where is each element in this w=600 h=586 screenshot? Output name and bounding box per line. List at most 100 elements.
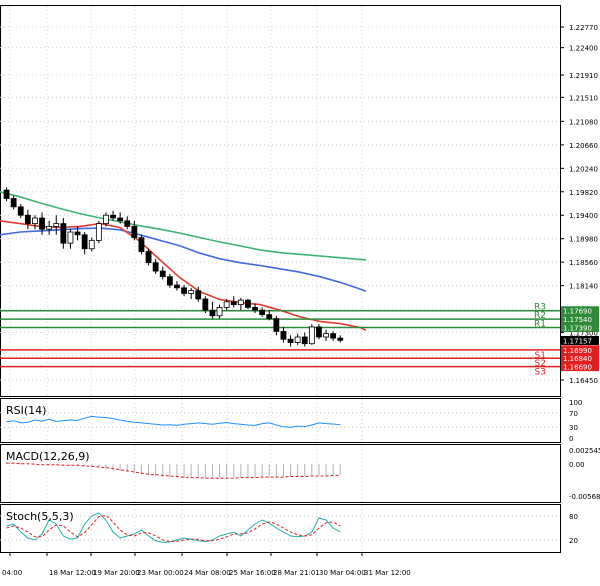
panel-border-0 xyxy=(0,5,561,397)
price-tick-label-3: 1.21510 xyxy=(569,94,598,102)
candle-body-13 xyxy=(95,223,102,241)
rsi-tick-3: 0 xyxy=(569,435,573,443)
price-tick-label-2: 1.21910 xyxy=(569,72,598,80)
candle-body-2 xyxy=(17,206,24,216)
price-tick-label-0: 1.22770 xyxy=(569,24,598,32)
candle-body-47 xyxy=(337,337,344,341)
level-label-s1: S1 xyxy=(535,351,546,361)
panel-border-2 xyxy=(0,444,561,503)
candle-body-17 xyxy=(124,220,131,227)
macd-label: MACD(12,26,9) xyxy=(6,450,90,463)
level-label-s3: S3 xyxy=(535,368,546,378)
candle-body-26 xyxy=(188,290,195,294)
level-tag-s3: 1.16690 xyxy=(563,364,592,372)
price-tick-label-9: 1.18980 xyxy=(569,236,598,244)
candle-body-20 xyxy=(145,251,152,264)
panel-border-1 xyxy=(0,398,561,443)
rsi-tick-1: 70 xyxy=(569,410,578,418)
x-axis-label-2: 19 Mar 20:00 xyxy=(93,569,140,577)
candle-body-40 xyxy=(287,338,294,343)
x-axis-label-1: 18 Mar 12:00 xyxy=(49,569,96,577)
candle-body-23 xyxy=(166,276,173,286)
candle-body-14 xyxy=(103,214,109,225)
x-axis-label-0: 04:00 xyxy=(2,569,22,577)
x-axis-label-3: 23 Mar 00:00 xyxy=(137,569,184,577)
candle-body-39 xyxy=(280,331,287,340)
candle-body-18 xyxy=(131,226,138,238)
price-tick-label-13: 1.17300 xyxy=(569,330,598,338)
level-label-r1: R1 xyxy=(534,319,546,329)
x-axis-label-7: 30 Mar 04:00 xyxy=(319,569,366,577)
candle-body-38 xyxy=(273,318,280,332)
macd-tick-2: -0.005688 xyxy=(569,493,600,501)
candle-body-36 xyxy=(259,309,266,316)
price-tick-label-1: 1.22400 xyxy=(569,45,598,53)
level-tag-r2: 1.17540 xyxy=(563,316,592,324)
candle-body-4 xyxy=(32,217,38,225)
candle-body-25 xyxy=(181,287,187,294)
rsi-line xyxy=(6,415,341,428)
current-price-tag-bg xyxy=(561,336,599,346)
price-tick-label-5: 1.20660 xyxy=(569,142,598,150)
candle-body-9 xyxy=(67,231,74,244)
candle-body-29 xyxy=(209,309,216,317)
candle-body-44 xyxy=(316,326,322,338)
candle-body-43 xyxy=(308,326,315,345)
candle-body-11 xyxy=(81,234,88,250)
candle-body-41 xyxy=(294,336,301,343)
candle-body-37 xyxy=(266,314,273,319)
x-axis-label-8: 31 Mar 12:00 xyxy=(364,569,411,577)
price-tick-label-7: 1.19820 xyxy=(569,189,598,197)
candle-body-12 xyxy=(88,239,95,250)
price-tick-label-15: 1.16450 xyxy=(569,377,598,385)
price-tick-label-8: 1.19400 xyxy=(569,212,598,220)
candle-body-35 xyxy=(252,306,258,311)
candle-body-32 xyxy=(230,301,237,305)
moving-average-0 xyxy=(0,191,367,261)
candle-body-31 xyxy=(223,301,230,308)
candle-body-42 xyxy=(301,336,308,345)
candle-body-21 xyxy=(152,262,159,272)
x-axis-label-5: 25 Mar 16:00 xyxy=(229,569,276,577)
candle-body-27 xyxy=(195,290,202,300)
x-axis-label-4: 24 Mar 08:00 xyxy=(184,569,231,577)
level-tag-r1: 1.17390 xyxy=(563,324,592,332)
level-tag-bg-r1 xyxy=(561,322,599,332)
level-tag-bg-r3 xyxy=(561,306,599,316)
macd-tick-0: 0.002545 xyxy=(569,447,600,455)
candle-body-7 xyxy=(53,223,60,227)
rsi-tick-0: 100 xyxy=(569,399,582,407)
price-tick-label-4: 1.21080 xyxy=(569,118,598,126)
rsi-tick-2: 30 xyxy=(569,424,578,432)
candle-body-1 xyxy=(10,198,17,208)
panel-border-3 xyxy=(0,504,561,553)
candle-body-33 xyxy=(237,299,244,305)
level-tag-bg-s1 xyxy=(561,345,599,355)
level-label-s2: S2 xyxy=(535,359,546,369)
stoch-tick-0: 80 xyxy=(569,513,578,521)
level-tag-s2: 1.16840 xyxy=(563,355,592,363)
candle-body-19 xyxy=(138,237,145,252)
stoch-d-line xyxy=(6,514,341,543)
price-tick-label-6: 1.20240 xyxy=(569,165,598,173)
candle-body-6 xyxy=(46,226,53,230)
rsi-label: RSI(14) xyxy=(6,404,46,417)
candle-body-46 xyxy=(330,333,337,339)
level-tag-r3: 1.17690 xyxy=(563,308,592,316)
candle-body-34 xyxy=(245,299,251,308)
candle-body-8 xyxy=(60,223,67,244)
macd-tick-1: 0.00 xyxy=(569,461,585,469)
x-axis-label-6: 28 Mar 21:01 xyxy=(273,569,320,577)
stoch-tick-1: 20 xyxy=(569,537,578,545)
candle-body-10 xyxy=(74,231,81,236)
moving-average-1 xyxy=(0,227,367,292)
candle-body-45 xyxy=(323,333,329,338)
moving-average-2 xyxy=(0,220,367,332)
level-tag-bg-s3 xyxy=(561,362,599,372)
candle-body-0 xyxy=(3,189,10,199)
price-tick-label-11: 1.18140 xyxy=(569,283,598,291)
candle-body-3 xyxy=(24,214,31,225)
candle-body-28 xyxy=(202,298,209,311)
candle-body-24 xyxy=(174,284,180,289)
